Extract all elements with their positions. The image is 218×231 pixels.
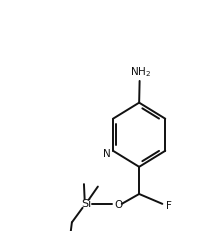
Text: F: F xyxy=(166,200,172,210)
Text: N: N xyxy=(103,148,111,158)
Text: Si: Si xyxy=(81,198,91,208)
Text: O: O xyxy=(114,200,122,210)
Text: NH$_2$: NH$_2$ xyxy=(129,65,151,79)
